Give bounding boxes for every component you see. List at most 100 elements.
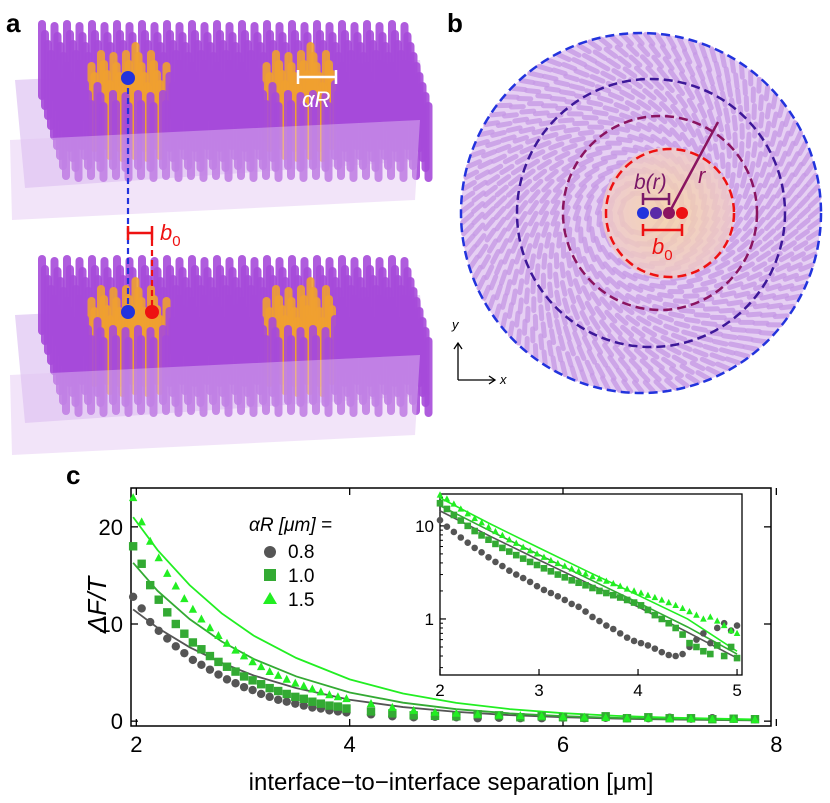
rod-top (633, 65, 649, 79)
rod-top (583, 64, 600, 75)
rod-top (605, 365, 617, 381)
rod-top (682, 293, 700, 299)
inset-data-point-0.8 (575, 603, 582, 611)
rod-top (702, 343, 719, 353)
rod-top (485, 174, 501, 186)
inset-data-point-1.0 (589, 584, 596, 592)
rod-top (785, 217, 800, 231)
rod-top (731, 216, 744, 232)
rod-top (532, 168, 548, 182)
rod-top (505, 184, 520, 198)
inset-data-point-1.0 (533, 561, 541, 569)
data-point-1.5 (188, 604, 198, 613)
rod-top (487, 294, 497, 311)
rod-top (502, 248, 512, 265)
rod-top (639, 54, 654, 68)
inset-data-point-1.0 (727, 643, 735, 651)
rod-top (521, 318, 528, 336)
rod-top (586, 215, 593, 233)
alpha-r-scalebar (296, 70, 338, 84)
rod-top (510, 163, 526, 176)
rod-top (800, 151, 813, 167)
rod-top (762, 228, 777, 242)
outer-boundary-blue (459, 31, 823, 395)
data-point-1.5 (291, 678, 300, 687)
data-point-1.0 (291, 692, 300, 702)
rod-top (673, 320, 691, 329)
rod-top (549, 199, 561, 216)
data-point-1.5 (750, 715, 760, 724)
blue-dot-top (121, 71, 135, 85)
rod-top (608, 115, 625, 124)
rod-top (793, 240, 809, 252)
rod (149, 102, 158, 182)
rod-top (621, 379, 634, 394)
data-point-1.5 (644, 713, 653, 722)
rod-top (518, 258, 527, 275)
rod-top (565, 47, 582, 58)
data-point-1.5 (686, 714, 696, 723)
rod-top (556, 231, 563, 249)
rod-top (574, 145, 592, 154)
rod-top (597, 168, 614, 179)
main-plot-frame (130, 487, 772, 727)
rod-top (775, 262, 791, 273)
data-point-1.0 (128, 542, 138, 551)
rod-top (784, 228, 799, 242)
rod-top (776, 120, 785, 138)
rod-top (757, 130, 765, 148)
rod-top (628, 77, 643, 90)
rod-top (555, 52, 572, 63)
rod-top (489, 111, 507, 118)
rod-top (736, 161, 744, 179)
inset-data-point-0.8 (506, 567, 513, 574)
rod-top (586, 349, 598, 365)
inset-x-tick-label: 5 (732, 681, 741, 700)
rod-top (635, 121, 652, 133)
rod (374, 337, 383, 417)
inset-data-point-0.8 (733, 622, 741, 629)
panel-a-label: a (6, 8, 21, 38)
rod-top (554, 150, 571, 162)
panel-a-illustration: b0 αR (10, 20, 433, 455)
rod-top (544, 231, 552, 249)
rod-top (505, 125, 523, 133)
data-point-1.5 (197, 614, 206, 623)
rod (174, 102, 183, 182)
rod-top (541, 252, 548, 270)
rod-top (528, 253, 537, 271)
rod-top (578, 268, 589, 285)
rod-top (729, 56, 737, 74)
rod-top (706, 108, 716, 126)
rod-top (554, 289, 562, 307)
rod-top (691, 325, 708, 333)
inset-data-point-1.0 (658, 615, 666, 623)
inset-data-point-1.5 (672, 601, 679, 608)
rod-top (731, 182, 740, 200)
rod-top (555, 133, 572, 142)
inset-data-point-1.0 (450, 511, 458, 519)
rod-top (536, 63, 553, 73)
rod-top (541, 131, 559, 141)
rod-top (578, 174, 593, 188)
data-point-0.8 (128, 592, 138, 601)
rod-top (662, 56, 675, 71)
rod-top (763, 217, 778, 231)
data-point-1.5 (214, 631, 223, 640)
rod (299, 102, 308, 182)
data-point-1.0 (248, 676, 257, 685)
rod-top (491, 153, 507, 164)
rod-top (718, 307, 736, 314)
data-point-1.5 (494, 710, 504, 719)
rod (112, 100, 120, 180)
x-tick-label: 8 (770, 732, 782, 757)
inset-data-point-0.8 (561, 596, 569, 604)
radius-label: r (698, 163, 707, 188)
rod-top (664, 90, 678, 105)
inset-plot: 2 3 4 5 1 10 (415, 491, 743, 700)
rod-top (615, 136, 633, 144)
rod-top (548, 159, 565, 172)
inset-data-point-1.0 (471, 527, 478, 535)
rod (337, 100, 345, 180)
rod-top (616, 78, 633, 90)
